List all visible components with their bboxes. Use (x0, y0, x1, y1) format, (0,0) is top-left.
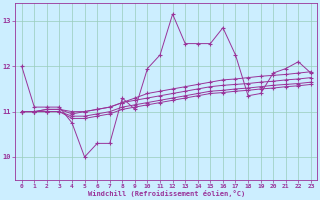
X-axis label: Windchill (Refroidissement éolien,°C): Windchill (Refroidissement éolien,°C) (88, 190, 245, 197)
